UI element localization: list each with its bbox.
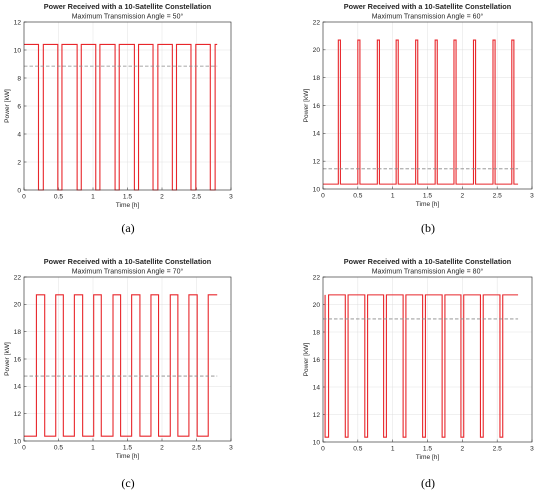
- y-tick-label: 22: [313, 274, 321, 281]
- chart-panel-4: Power Received with a 10-Satellite Const…: [303, 257, 534, 490]
- x-tick-label: 0: [22, 194, 26, 201]
- x-tick-label: 2.5: [493, 193, 502, 200]
- y-tick-label: 16: [313, 357, 321, 364]
- y-tick-label: 12: [14, 411, 22, 418]
- x-tick-label: 0: [321, 446, 325, 453]
- x-axis-label: Time [h]: [116, 202, 140, 209]
- x-axis-label: Time [h]: [116, 453, 140, 460]
- plot-frame: [322, 21, 533, 190]
- y-tick-label: 10: [313, 439, 321, 446]
- x-tick-label: 2.5: [192, 445, 201, 452]
- x-tick-label: 0.5: [54, 194, 63, 201]
- chart-panel-1: Power Received with a 10-Satellite Const…: [4, 2, 233, 235]
- y-tick-label: 20: [313, 302, 321, 309]
- y-tick-label: 18: [313, 75, 321, 82]
- y-tick-label: 22: [313, 19, 321, 26]
- x-tick-label: 0: [321, 193, 325, 200]
- x-tick-label: 1.5: [423, 446, 432, 453]
- y-tick-label: 4: [17, 131, 21, 138]
- x-tick-label: 2: [160, 194, 164, 201]
- y-tick-label: 2: [17, 159, 21, 166]
- x-tick-label: 1: [91, 194, 95, 201]
- y-tick-label: 12: [313, 158, 321, 165]
- x-axis-label: Time [h]: [416, 201, 440, 208]
- x-axis-label: Time [h]: [416, 454, 440, 461]
- power-series-line: [24, 294, 218, 437]
- y-tick-label: 10: [313, 186, 321, 193]
- panel-caption: (d): [421, 476, 435, 490]
- chart-subtitle: Maximum Transmission Angle = 60°: [372, 13, 484, 21]
- y-axis-label: Power [kW]: [4, 342, 11, 376]
- plot-frame: [23, 21, 232, 191]
- x-tick-label: 0: [22, 445, 26, 452]
- chart-title: Power Received with a 10-Satellite Const…: [44, 2, 211, 11]
- x-tick-label: 2: [160, 445, 164, 452]
- x-tick-label: 2: [460, 446, 464, 453]
- y-tick-label: 10: [14, 438, 22, 445]
- x-tick-label: 2.5: [493, 446, 502, 453]
- y-axis-label: Power [kW]: [303, 88, 310, 122]
- y-tick-label: 20: [313, 47, 321, 54]
- y-axis-label: Power [kW]: [4, 89, 11, 123]
- x-tick-label: 1: [391, 446, 395, 453]
- panel-caption: (b): [421, 221, 435, 235]
- x-tick-label: 2: [460, 193, 464, 200]
- panel-caption: (a): [121, 221, 134, 235]
- chart-subtitle: Maximum Transmission Angle = 70°: [72, 268, 184, 276]
- x-tick-label: 1.5: [123, 445, 132, 452]
- power-series-line: [323, 39, 519, 185]
- y-tick-label: 6: [17, 103, 21, 110]
- y-tick-label: 14: [14, 384, 22, 391]
- x-tick-label: 1.5: [423, 193, 432, 200]
- x-tick-label: 0.5: [353, 193, 362, 200]
- y-tick-label: 18: [313, 329, 321, 336]
- y-tick-label: 12: [14, 19, 22, 26]
- y-tick-label: 20: [14, 302, 22, 309]
- y-tick-label: 14: [313, 131, 321, 138]
- x-tick-label: 2.5: [192, 194, 201, 201]
- chart-panel-2: Power Received with a 10-Satellite Const…: [303, 2, 534, 235]
- y-axis-label: Power [kW]: [303, 342, 310, 376]
- x-tick-label: 3: [530, 193, 534, 200]
- y-tick-label: 18: [14, 329, 22, 336]
- x-tick-label: 3: [229, 445, 233, 452]
- power-series-line: [324, 294, 519, 438]
- chart-title: Power Received with a 10-Satellite Const…: [344, 2, 511, 11]
- y-tick-label: 0: [17, 187, 21, 194]
- x-tick-label: 0.5: [353, 446, 362, 453]
- y-tick-label: 14: [313, 384, 321, 391]
- y-tick-label: 12: [313, 412, 321, 419]
- chart-subtitle: Maximum Transmission Angle = 50°: [72, 13, 184, 21]
- x-tick-label: 1: [391, 193, 395, 200]
- y-tick-label: 10: [14, 47, 22, 54]
- chart-panel-3: Power Received with a 10-Satellite Const…: [4, 257, 233, 490]
- panel-caption: (c): [121, 476, 134, 490]
- chart-title: Power Received with a 10-Satellite Const…: [344, 257, 511, 266]
- x-tick-label: 3: [229, 194, 233, 201]
- x-tick-label: 1: [91, 445, 95, 452]
- x-tick-label: 0.5: [54, 445, 63, 452]
- chart-subtitle: Maximum Transmission Angle = 80°: [372, 268, 484, 276]
- y-tick-label: 16: [313, 103, 321, 110]
- x-tick-label: 3: [530, 446, 534, 453]
- plot-frame: [23, 276, 232, 442]
- y-tick-label: 8: [17, 75, 21, 82]
- chart-title: Power Received with a 10-Satellite Const…: [44, 257, 211, 266]
- y-tick-label: 22: [14, 274, 22, 281]
- y-tick-label: 16: [14, 356, 22, 363]
- x-tick-label: 1.5: [123, 194, 132, 201]
- plot-frame: [322, 276, 533, 443]
